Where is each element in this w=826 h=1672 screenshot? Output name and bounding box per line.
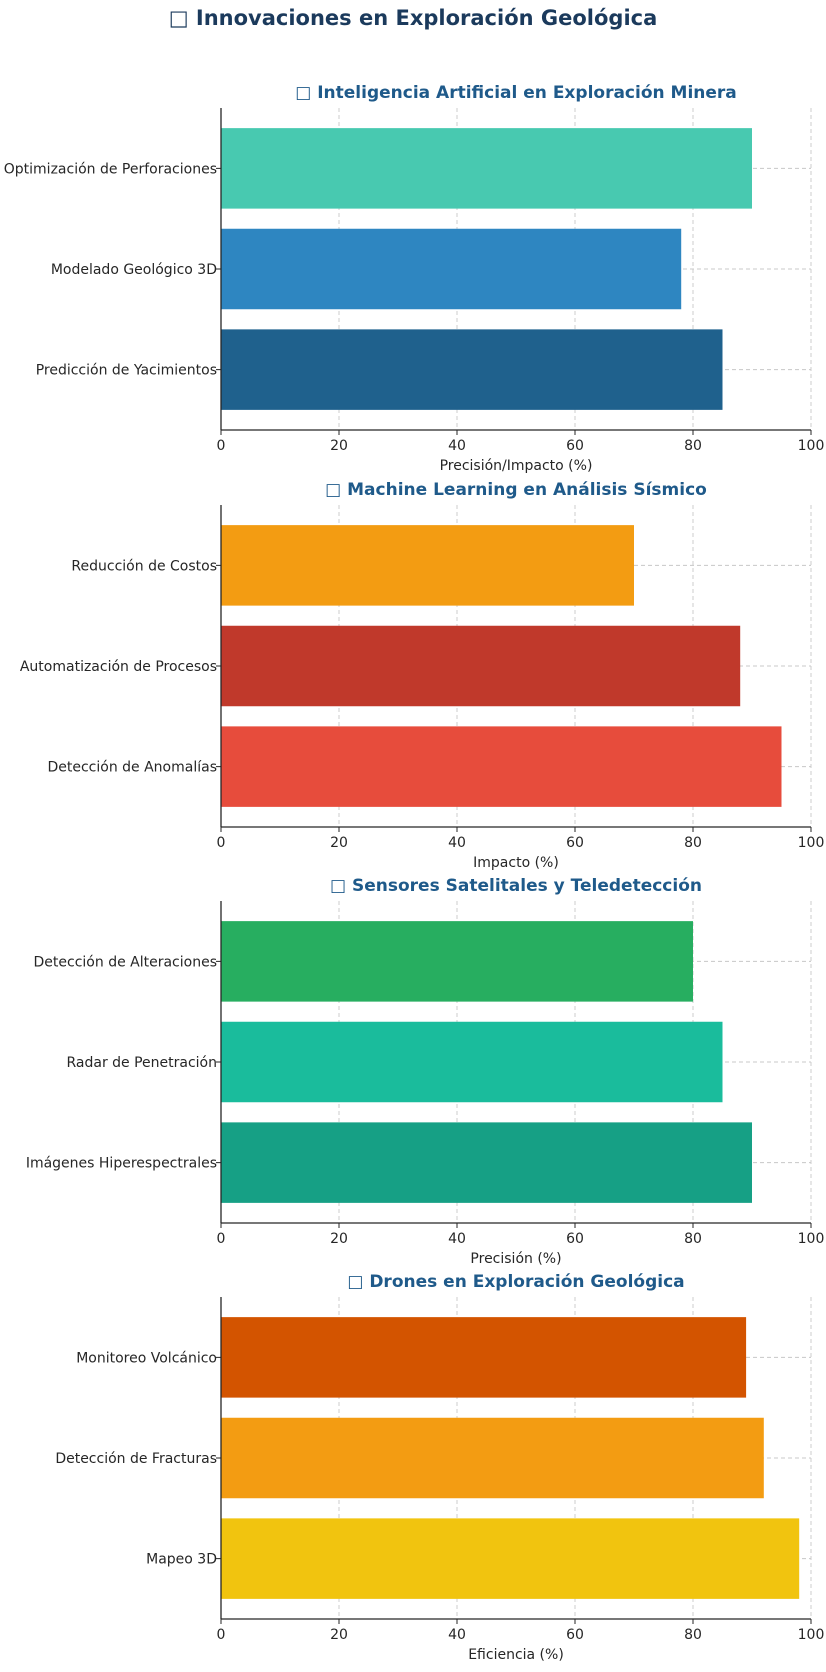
x-tick-label: 40 — [448, 438, 466, 454]
bar — [221, 726, 782, 807]
x-tick-label: 60 — [566, 1627, 584, 1643]
x-tick-label: 0 — [217, 1627, 226, 1643]
bar — [221, 921, 693, 1002]
bar — [221, 1317, 747, 1398]
chart-title: □ Drones en Exploración Geológica — [347, 1272, 684, 1292]
x-axis-label: Impacto (%) — [473, 855, 559, 871]
x-tick-label: 20 — [330, 1231, 348, 1247]
x-axis-label: Precisión/Impacto (%) — [440, 458, 593, 474]
chart-title: □ Sensores Satelitales y Teledetección — [330, 876, 702, 896]
x-tick-label: 100 — [798, 438, 825, 454]
category-label: Monitoreo Volcánico — [76, 1350, 217, 1366]
bar — [221, 625, 741, 707]
category-label: Imágenes Hiperespectrales — [26, 1156, 217, 1172]
x-axis-label: Eficiencia (%) — [468, 1647, 564, 1663]
x-tick-label: 60 — [566, 438, 584, 454]
bar — [221, 128, 752, 209]
chart-panel-4: □ Drones en Exploración Geológica 0 20 40 60… — [55, 1272, 824, 1663]
x-tick-label: 60 — [566, 835, 584, 851]
category-label: Optimización de Perforaciones — [4, 161, 217, 177]
category-label: Mapeo 3D — [146, 1552, 217, 1568]
category-label: Detección de Alteraciones — [34, 954, 217, 970]
x-tick-label: 100 — [798, 835, 825, 851]
x-axis-label: Precisión (%) — [470, 1251, 561, 1267]
chart-panel-1: □ Inteligencia Artificial en Exploración… — [4, 83, 825, 474]
x-tick-label: 0 — [217, 1231, 226, 1247]
bar — [221, 228, 682, 310]
chart-panel-2: □ Machine Learning en Análisis Sísmico 0 2… — [20, 480, 825, 871]
bar — [221, 525, 634, 606]
bar — [221, 1122, 752, 1203]
bar — [221, 1518, 800, 1599]
x-tick-label: 40 — [448, 1231, 466, 1247]
x-tick-label: 80 — [684, 1627, 702, 1643]
category-label: Automatización de Procesos — [20, 659, 217, 675]
x-tick-label: 80 — [684, 835, 702, 851]
x-tick-label: 100 — [798, 1627, 825, 1643]
category-label: Reducción de Costos — [71, 558, 217, 574]
chart-title: □ Machine Learning en Análisis Sísmico — [325, 480, 707, 500]
category-label: Detección de Anomalías — [47, 760, 217, 776]
x-tick-label: 40 — [448, 1627, 466, 1643]
chart-title: □ Inteligencia Artificial en Exploración… — [295, 83, 737, 103]
x-tick-label: 80 — [684, 438, 702, 454]
x-tick-label: 100 — [798, 1231, 825, 1247]
x-tick-label: 20 — [330, 438, 348, 454]
x-tick-label: 20 — [330, 1627, 348, 1643]
x-tick-label: 0 — [217, 835, 226, 851]
chart-panel-3: □ Sensores Satelitales y Teledetección 0 2… — [26, 876, 825, 1267]
category-label: Radar de Penetración — [66, 1055, 217, 1071]
x-tick-label: 0 — [217, 438, 226, 454]
category-label: Predicción de Yacimientos — [36, 363, 217, 379]
x-tick-label: 40 — [448, 835, 466, 851]
x-tick-label: 60 — [566, 1231, 584, 1247]
page-title: □ Innovaciones en Exploración Geológica — [168, 6, 658, 30]
bar — [221, 1021, 723, 1103]
x-tick-label: 80 — [684, 1231, 702, 1247]
category-label: Modelado Geológico 3D — [51, 262, 217, 278]
category-label: Detección de Fracturas — [55, 1451, 217, 1467]
bar — [221, 1417, 764, 1499]
bar — [221, 329, 723, 410]
x-tick-label: 20 — [330, 835, 348, 851]
